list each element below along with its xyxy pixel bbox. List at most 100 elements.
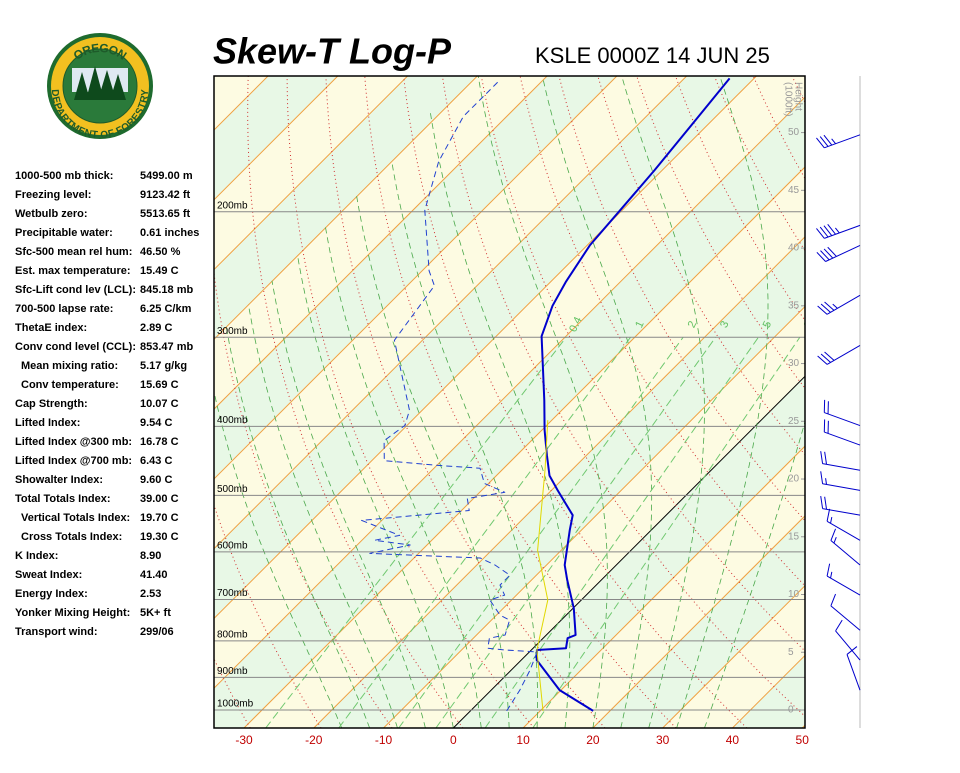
wind-barb [821, 451, 860, 470]
index-value: 6.43 C [140, 455, 172, 467]
y2-tick-label: 0 [788, 705, 794, 716]
index-label: Energy Index: [15, 588, 88, 600]
chart-subtitle: KSLE 0000Z 14 JUN 25 [535, 43, 770, 68]
y-tick-label: 800mb [217, 630, 248, 641]
index-value: 2.89 C [140, 322, 172, 334]
index-value: 41.40 [140, 569, 168, 581]
y2-tick-label: 10 [788, 589, 800, 600]
wind-barb [831, 594, 860, 630]
y2-tick-label: 35 [788, 300, 800, 311]
dry-adiabat [831, 76, 960, 728]
index-label: Lifted Index @300 mb: [15, 436, 132, 448]
index-label: Mean mixing ratio: [21, 360, 118, 372]
wind-barb [817, 245, 860, 261]
index-value: 2.53 [140, 588, 161, 600]
index-value: 5513.65 ft [140, 208, 190, 220]
index-label: Conv temperature: [21, 379, 119, 391]
y2-axis-label: (1000ft) [782, 82, 793, 116]
index-value: 0.61 inches [140, 227, 199, 239]
wind-barb [824, 400, 860, 426]
index-value: 9123.42 ft [140, 189, 190, 201]
index-label: Sfc-Lift cond lev (LCL): [15, 284, 136, 296]
index-label: Transport wind: [15, 626, 98, 638]
chart-title: Skew-T Log-P [213, 31, 452, 72]
y-tick-label: 600mb [217, 540, 248, 551]
index-label: K Index: [15, 550, 58, 562]
wind-barb [818, 295, 860, 314]
index-label: Freezing level: [15, 189, 91, 201]
temperature-band [802, 76, 960, 728]
grid-line [802, 76, 960, 728]
index-value: 15.69 C [140, 379, 179, 391]
index-label: Vertical Totals Index: [21, 512, 130, 524]
x-tick-label: 30 [656, 733, 670, 747]
index-label: Est. max temperature: [15, 265, 131, 277]
wind-barb [816, 224, 860, 238]
index-label: ThetaE index: [15, 322, 87, 334]
wind-barb [831, 529, 860, 565]
index-value: 5499.00 m [140, 170, 193, 182]
logo: OREGON DEPARTMENT OF FORESTRY [47, 33, 153, 141]
indices: 1000-500 mb thick: 5499.00 m Freezing leve… [15, 170, 199, 638]
x-tick-label: 10 [516, 733, 530, 747]
wind-barb [847, 647, 860, 691]
index-label: 1000-500 mb thick: [15, 170, 113, 182]
index-label: Lifted Index: [15, 417, 80, 429]
wind-barb [827, 509, 860, 540]
x-tick-label: -30 [235, 733, 253, 747]
index-label: Conv cond level (CCL): [15, 341, 136, 353]
dry-adiabat [870, 76, 960, 728]
index-value: 16.78 C [140, 436, 179, 448]
index-value: 299/06 [140, 626, 174, 638]
index-value: 853.47 mb [140, 341, 193, 353]
dry-adiabat [947, 76, 960, 728]
wind-barb [821, 496, 860, 515]
index-label: Cap Strength: [15, 398, 88, 410]
y-tick-label: 400mb [217, 415, 248, 426]
index-value: 9.60 C [140, 474, 172, 486]
dry-adiabat [909, 76, 960, 728]
index-label: Showalter Index: [15, 474, 103, 486]
x-tick-label: 0 [450, 733, 457, 747]
x-tick-label: 20 [586, 733, 600, 747]
y-tick-label: 200mb [217, 200, 248, 211]
y2-tick-label: 15 [788, 531, 800, 542]
y2-tick-label: 5 [788, 647, 794, 658]
y-tick-label: 300mb [217, 326, 248, 337]
isotherm [872, 76, 960, 728]
x-tick-label: -20 [305, 733, 323, 747]
wind-barbs [816, 135, 860, 690]
y2-tick-label: 50 [788, 127, 800, 138]
index-value: 5.17 g/kg [140, 360, 187, 372]
index-value: 9.54 C [140, 417, 172, 429]
wind-barb [821, 471, 860, 490]
x-tick-label: -10 [375, 733, 393, 747]
y2-tick-label: 25 [788, 416, 800, 427]
y2-tick-label: 30 [788, 358, 800, 369]
index-label: Total Totals Index: [15, 493, 111, 505]
index-value: 6.25 C/km [140, 303, 192, 315]
index-label: Sweat Index: [15, 569, 82, 581]
y-tick-label: 900mb [217, 666, 248, 677]
y2-tick-label: 20 [788, 474, 800, 485]
x-tick-label: 50 [796, 733, 810, 747]
index-label: Precipitable water: [15, 227, 113, 239]
wind-barb [827, 564, 860, 595]
y-tick-label: 500mb [217, 484, 248, 495]
x-tick-label: 40 [726, 733, 740, 747]
y2-tick-label: 45 [788, 185, 800, 196]
index-label: Yonker Mixing Height: [15, 607, 130, 619]
index-value: 39.00 C [140, 493, 179, 505]
index-label: 700-500 lapse rate: [15, 303, 113, 315]
index-value: 845.18 mb [140, 284, 193, 296]
wind-barb [818, 345, 860, 364]
index-value: 19.30 C [140, 531, 179, 543]
index-label: Sfc-500 mean rel hum: [15, 246, 132, 258]
index-label: Wetbulb zero: [15, 208, 88, 220]
y2-tick-label: 40 [788, 243, 800, 254]
index-value: 5K+ ft [140, 607, 171, 619]
dry-adiabat [792, 76, 960, 728]
index-value: 15.49 C [140, 265, 179, 277]
index-value: 10.07 C [140, 398, 179, 410]
